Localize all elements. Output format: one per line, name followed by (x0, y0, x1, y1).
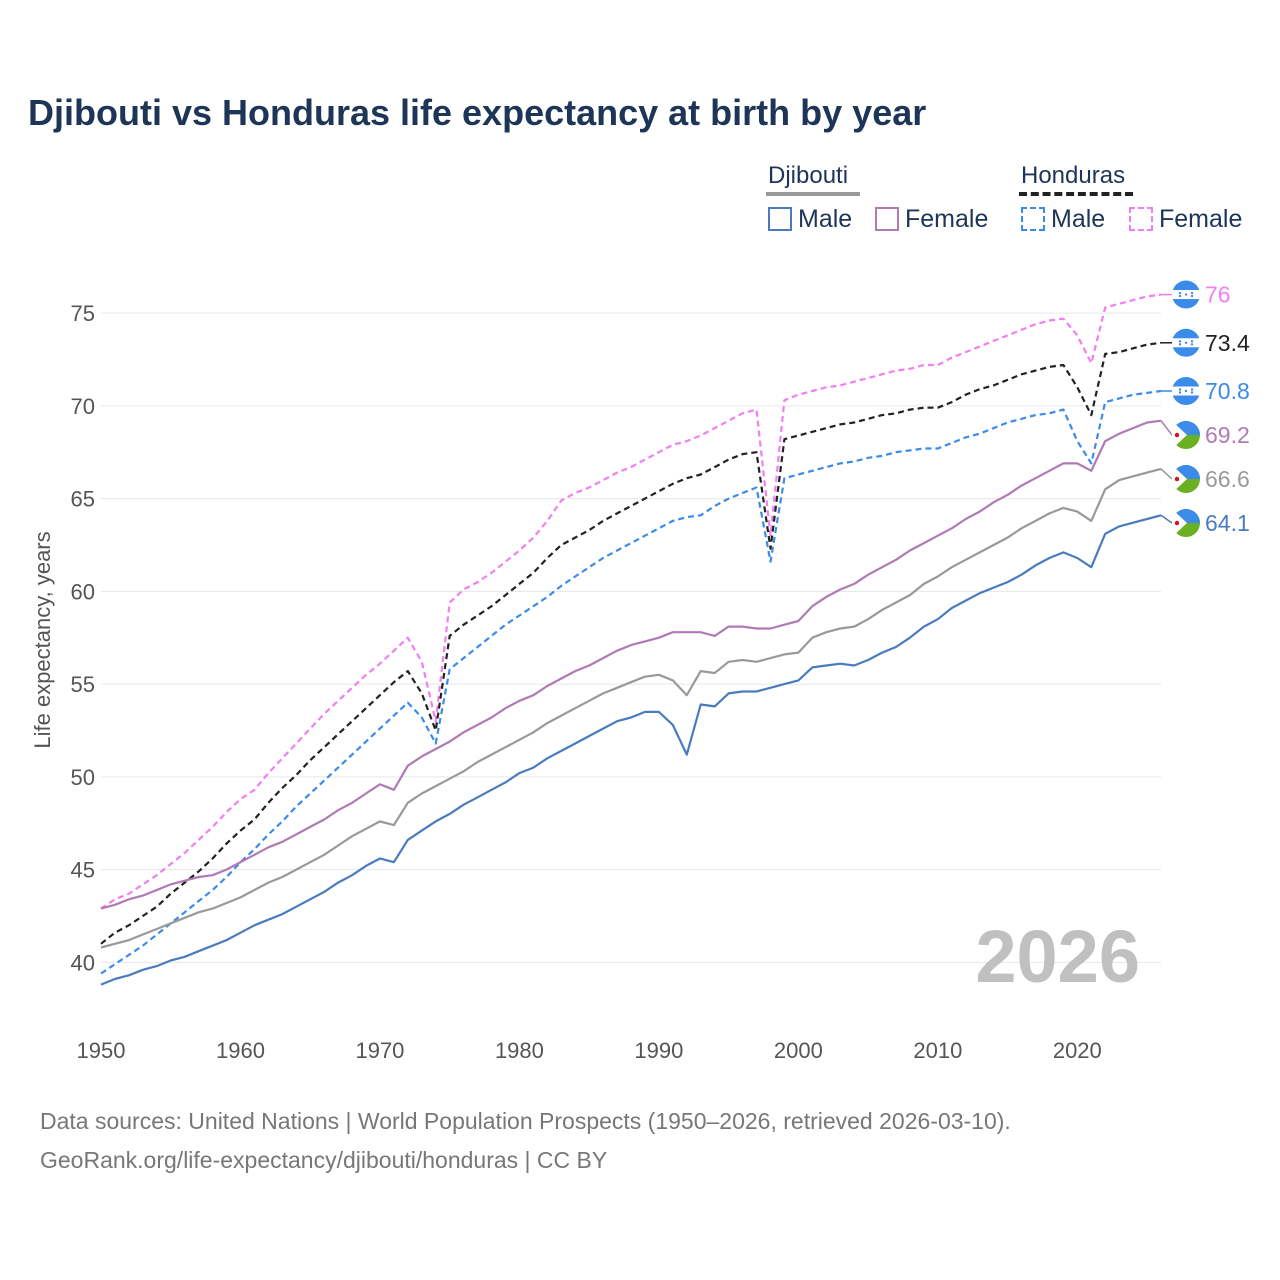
y-tick-label: 40 (71, 950, 95, 975)
x-tick-label: 1970 (355, 1038, 404, 1063)
legend-label: Male (798, 204, 853, 233)
djibouti-flag-icon (1172, 421, 1200, 450)
x-tick-label: 1960 (216, 1038, 265, 1063)
legend-swatch (1129, 207, 1153, 231)
flag-star (1178, 340, 1182, 343)
y-axis-label: Life expectancy, years (30, 531, 55, 748)
grid-lines (101, 312, 1161, 963)
x-tick-label: 2000 (774, 1038, 823, 1063)
flag-star (1178, 388, 1182, 391)
leader-line (1160, 420, 1173, 436)
legend-label: Female (1159, 204, 1243, 233)
x-tick-label: 2010 (913, 1038, 962, 1063)
y-tick-label: 60 (71, 579, 95, 604)
flag-star (1178, 391, 1182, 394)
y-tick-label: 65 (71, 487, 95, 512)
flag-star (1190, 291, 1194, 295)
flag-star (1178, 343, 1182, 346)
legend-djibouti-female[interactable]: Female (875, 204, 988, 234)
end-value-label: 76 (1205, 282, 1231, 308)
x-tick-label: 1990 (634, 1038, 683, 1063)
x-axis-ticks: 1950 1960 1970 1980 1990 2000 2010 2020 (77, 1038, 1102, 1063)
year-watermark: 2026 (975, 915, 1140, 998)
legend-swatch (1021, 207, 1045, 231)
x-tick-label: 1950 (77, 1038, 126, 1063)
legend-swatch (768, 207, 792, 231)
legend-djibouti-line (766, 192, 860, 196)
honduras-flag-icon (1172, 280, 1200, 309)
leader-line (1160, 468, 1173, 480)
y-axis-ticks: 40 45 50 55 60 65 70 75 (71, 301, 95, 975)
flag-star (1178, 291, 1182, 295)
source-line-1: Data sources: United Nations | World Pop… (40, 1108, 1011, 1134)
legend-honduras-line (1019, 192, 1133, 196)
honduras-flag-icon (1172, 377, 1200, 406)
flag-star (1184, 341, 1188, 344)
djibouti-flag-icon (1172, 465, 1200, 494)
flag-star (1174, 432, 1180, 438)
legend-swatch (875, 207, 899, 231)
flag-star (1174, 476, 1180, 482)
flag-star (1178, 294, 1182, 298)
flag-triangle (1172, 509, 1187, 538)
flag-star (1190, 340, 1194, 343)
y-tick-label: 45 (71, 858, 95, 883)
x-tick-label: 1980 (495, 1038, 544, 1063)
y-tick-label: 55 (71, 672, 95, 697)
djibouti-flag-icon (1172, 509, 1200, 538)
legend-label: Male (1051, 204, 1106, 233)
end-value-label: 73.4 (1205, 330, 1250, 356)
source-line-2[interactable]: GeoRank.org/life-expectancy/djibouti/hon… (40, 1147, 608, 1173)
end-value-label: 66.6 (1205, 466, 1250, 492)
flag-triangle (1172, 465, 1187, 494)
flag-star (1184, 389, 1188, 393)
y-tick-label: 70 (71, 394, 95, 419)
legend-group-honduras: Honduras (1021, 162, 1126, 189)
series-line-djibouti-male (100, 514, 1162, 986)
legend-group-djibouti: Djibouti (768, 162, 849, 189)
end-markers: 76 73.4 70.8 69.2 66.6 64.1 (1160, 280, 1250, 538)
series-lines (100, 293, 1162, 986)
end-value-label: 69.2 (1205, 422, 1250, 448)
flag-triangle (1172, 421, 1187, 450)
series-line-djibouti-female (100, 419, 1162, 910)
leader-line (1160, 514, 1173, 524)
legend-djibouti-male[interactable]: Male (768, 204, 852, 234)
legend-label: Female (905, 204, 989, 233)
chart-title: Djibouti vs Honduras life expectancy at … (28, 92, 927, 133)
end-value-label: 64.1 (1205, 510, 1250, 536)
flag-star (1190, 343, 1194, 346)
series-line-honduras-total (100, 341, 1162, 945)
legend-honduras-female[interactable]: Female (1129, 204, 1242, 234)
flag-star (1184, 293, 1188, 296)
flag-star (1190, 388, 1194, 391)
legend-honduras-male[interactable]: Male (1021, 204, 1105, 234)
series-line-honduras-male (100, 389, 1162, 975)
x-tick-label: 2020 (1053, 1038, 1102, 1063)
end-value-label: 70.8 (1205, 378, 1250, 404)
y-tick-label: 75 (71, 301, 95, 326)
flag-star (1190, 294, 1194, 298)
y-tick-label: 50 (71, 765, 95, 790)
flag-star (1190, 391, 1194, 394)
flag-star (1174, 520, 1180, 526)
honduras-flag-icon (1172, 328, 1200, 357)
series-line-honduras-female (100, 293, 1162, 910)
series-line-djibouti-total (100, 467, 1162, 949)
